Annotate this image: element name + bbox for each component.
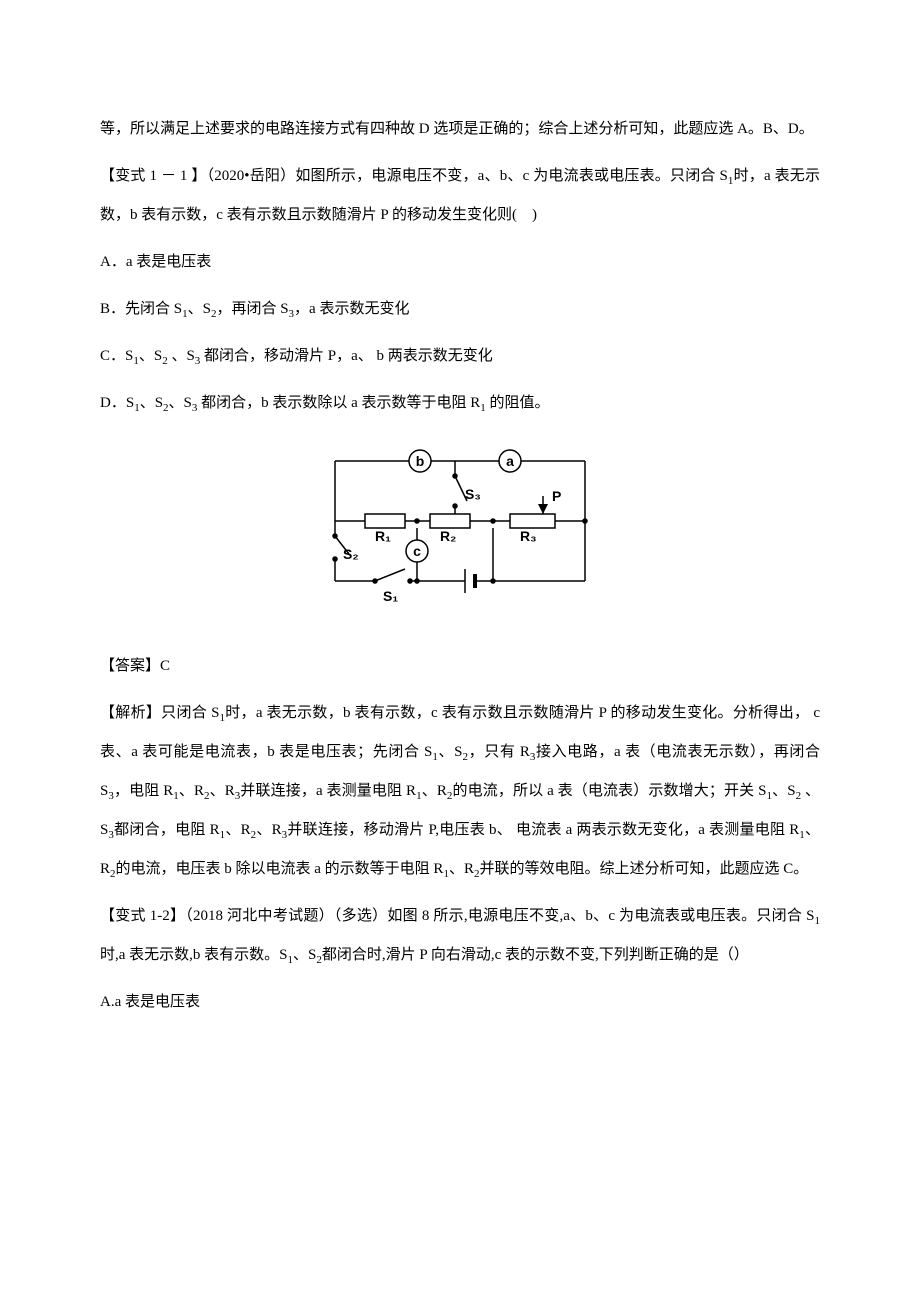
label-r1: R₁ bbox=[375, 528, 391, 544]
e14: 、R bbox=[225, 822, 251, 838]
q2s1: 1 bbox=[815, 915, 821, 927]
q1-optc-c2: 、S bbox=[168, 348, 195, 364]
q1-optc-c1: 、S bbox=[139, 348, 162, 364]
label-s3: S₃ bbox=[465, 486, 481, 502]
q1-optd-c2: 、S bbox=[169, 395, 192, 411]
q1-optd-pre: D．S bbox=[100, 395, 134, 411]
q1-optd-post: 的阻值。 bbox=[486, 395, 550, 411]
q1-optb-pre: B．先闭合 S bbox=[100, 301, 182, 317]
q1-option-b: B．先闭合 S1、S2，再闭合 S3，a 表示数无变化 bbox=[100, 290, 820, 329]
e-pre: 【解析】只闭合 S bbox=[100, 705, 219, 721]
e18: 的电流，电压表 b 除以电流表 a 的示数等于电阻 R bbox=[116, 861, 444, 877]
e3: ，只有 R bbox=[468, 744, 530, 760]
e15: 、R bbox=[256, 822, 282, 838]
q1-optd-mid: 都闭合，b 表示数除以 a 表示数等于电阻 R bbox=[197, 395, 480, 411]
q1-answer: 【答案】C bbox=[100, 647, 820, 686]
q1-stem: 【变式 1 － 1 】（2020•岳阳）如图所示，电源电压不变，a、b、c 为电… bbox=[100, 157, 820, 235]
label-s2: S₂ bbox=[343, 546, 359, 562]
q1-optd-c1: 、S bbox=[140, 395, 163, 411]
q1-optb-m1: 、S bbox=[188, 301, 211, 317]
e2: 、S bbox=[438, 744, 463, 760]
q2-stem: 【变式 1-2】（2018 河北中考试题）（多选）如图 8 所示,电源电压不变,… bbox=[100, 897, 820, 975]
q1-optc-post: 都闭合，移动滑片 P，a、 b 两表示数无变化 bbox=[200, 348, 493, 364]
q2-m2: 、S bbox=[293, 947, 316, 963]
label-c: c bbox=[413, 543, 421, 559]
e10: 的电流，所以 a 表（电流表）示数增大；开关 S bbox=[452, 783, 766, 799]
q1-stem-prefix: 【变式 1 － 1 】（2020•岳阳）如图所示，电源电压不变，a、b、c 为电… bbox=[100, 168, 728, 184]
q2-m1: 时,a 表无示数,b 表有示数。S bbox=[100, 947, 288, 963]
e19: 、R bbox=[449, 861, 474, 877]
e6: 、R bbox=[179, 783, 204, 799]
e13: 都闭合，电阻 R bbox=[114, 822, 220, 838]
e5: ，电阻 R bbox=[114, 783, 173, 799]
circuit-diagram-wrap: b a c P R₁ R₂ R₃ S₃ S₂ S₁ bbox=[100, 441, 820, 621]
label-r2: R₂ bbox=[440, 528, 456, 544]
q1-optb-post: ，a 表示数无变化 bbox=[294, 301, 409, 317]
q1-explanation: 【解析】只闭合 S1时，a 表无示数，b 表有示数，c 表有示数且示数随滑片 P… bbox=[100, 694, 820, 889]
label-a: a bbox=[506, 453, 514, 469]
e8: 并联连接，a 表测量电阻 R bbox=[240, 783, 416, 799]
q2-option-a: A.a 表是电压表 bbox=[100, 983, 820, 1022]
e20: 并联的等效电阻。综上述分析可知，此题应选 C。 bbox=[479, 861, 808, 877]
e9: 、R bbox=[422, 783, 447, 799]
e16: 并联连接，移动滑片 P,电压表 b、 电流表 a 两表示数无变化，a 表测量电阻… bbox=[287, 822, 799, 838]
intro-run-on: 等，所以满足上述要求的电路连接方式有四种故 D 选项是正确的；综合上述分析可知，… bbox=[100, 110, 820, 149]
circuit-diagram: b a c P R₁ R₂ R₃ S₃ S₂ S₁ bbox=[315, 441, 605, 621]
e11: 、S bbox=[772, 783, 796, 799]
label-b: b bbox=[416, 453, 425, 469]
q2-post: 都闭合时,滑片 P 向右滑动,c 表的示数不变,下列判断正确的是（） bbox=[322, 947, 749, 963]
q1-option-a: A．a 表是电压表 bbox=[100, 243, 820, 282]
e7: 、R bbox=[210, 783, 235, 799]
q2-pre: 【变式 1-2】（2018 河北中考试题）（多选）如图 8 所示,电源电压不变,… bbox=[100, 908, 815, 924]
label-r3: R₃ bbox=[520, 528, 537, 544]
q1-optc-pre: C．S bbox=[100, 348, 133, 364]
label-p: P bbox=[552, 488, 561, 504]
q1-option-d: D．S1、S2、S3 都闭合，b 表示数除以 a 表示数等于电阻 R1 的阻值。 bbox=[100, 384, 820, 423]
q1-optb-m2: ，再闭合 S bbox=[216, 301, 288, 317]
q1-option-c: C．S1、S2 、S3 都闭合，移动滑片 P，a、 b 两表示数无变化 bbox=[100, 337, 820, 376]
label-s1: S₁ bbox=[383, 588, 398, 604]
